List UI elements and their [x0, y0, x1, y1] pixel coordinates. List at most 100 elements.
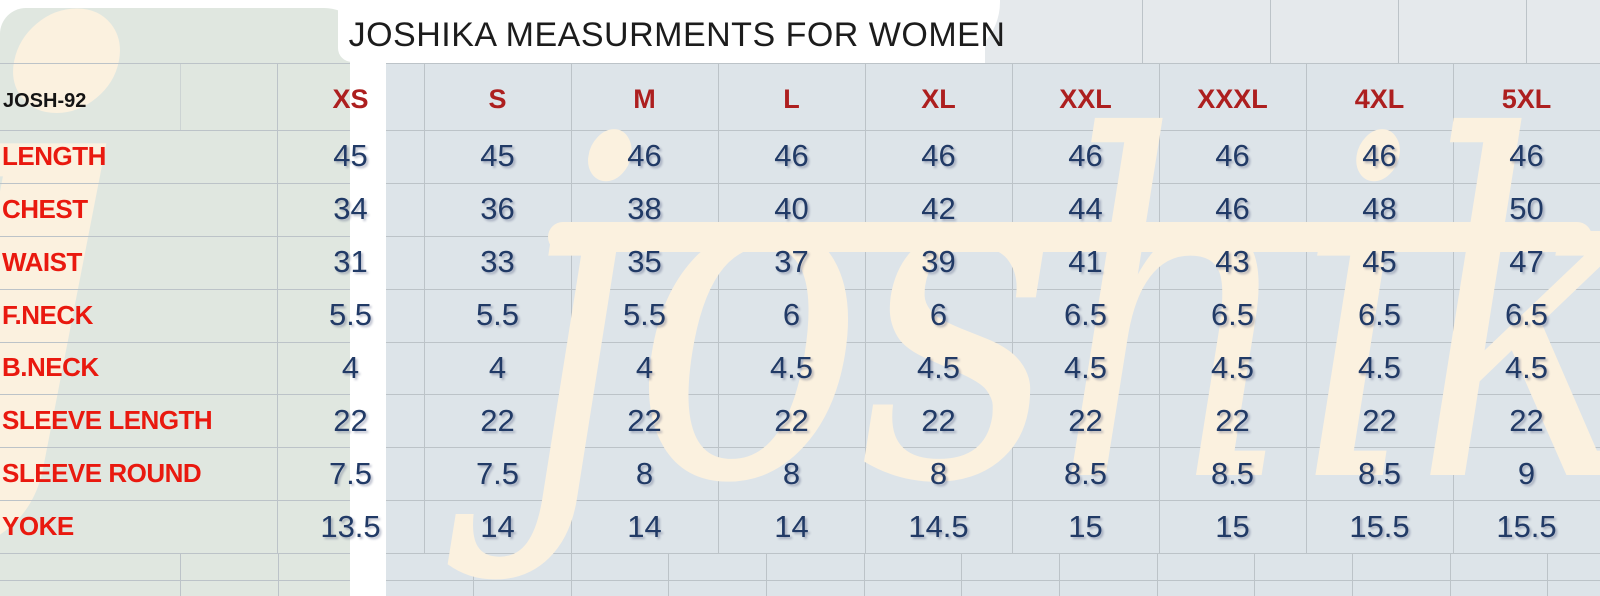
grid-vline	[1012, 63, 1013, 553]
value-cell: 46	[1509, 138, 1544, 174]
grid-vline	[864, 553, 865, 596]
grid-vline	[1453, 63, 1454, 553]
value-cell: 8	[929, 455, 948, 491]
value-cell: 4.5	[916, 349, 961, 385]
grid-vline	[180, 63, 181, 130]
value-cell: 14	[480, 508, 515, 544]
value-cell: 47	[1509, 244, 1544, 280]
grid-hline	[0, 342, 1600, 343]
grid-vline	[1352, 553, 1353, 596]
grid-vline	[1526, 0, 1527, 63]
title-white-blob	[338, 0, 1000, 62]
value-cell: 35	[627, 244, 662, 280]
grid-vline	[718, 63, 719, 553]
value-cell: 45	[1362, 244, 1397, 280]
grid-vline	[277, 63, 278, 553]
size-header-xl: XL	[921, 84, 956, 114]
value-cell: 15.5	[1349, 508, 1410, 544]
grid-hline	[0, 447, 1600, 448]
grid-vline	[571, 553, 572, 596]
grid-vline	[1254, 553, 1255, 596]
size-header-xs: XS	[332, 84, 369, 114]
value-cell: 6	[929, 297, 948, 333]
size-header-l: L	[783, 84, 800, 114]
grid-vline	[1157, 553, 1158, 596]
value-cell: 46	[921, 138, 956, 174]
value-cell: 46	[1362, 138, 1397, 174]
value-cell: 34	[333, 191, 368, 227]
grid-vline	[766, 553, 767, 596]
row-label-waist: WAIST	[2, 246, 82, 277]
row-label-length: LENGTH	[2, 140, 106, 171]
value-cell: 33	[480, 244, 515, 280]
grid-vline	[865, 63, 866, 553]
value-cell: 6	[782, 297, 801, 333]
product-code: JOSH-92	[3, 89, 87, 112]
value-cell: 9	[1517, 455, 1536, 491]
value-cell: 6.5	[1210, 297, 1255, 333]
grid-vline	[1142, 0, 1143, 63]
value-cell: 43	[1215, 244, 1250, 280]
value-cell: 8	[635, 455, 654, 491]
value-cell: 4	[341, 349, 360, 385]
value-cell: 46	[1068, 138, 1103, 174]
value-cell: 22	[774, 402, 809, 438]
grid-vline	[1059, 553, 1060, 596]
grid-hline	[0, 580, 1600, 581]
grid-hline	[0, 63, 1600, 64]
watermark-script-text: joshika	[518, 39, 1600, 586]
white-vertical-stripe	[350, 60, 386, 596]
value-cell: 46	[1215, 191, 1250, 227]
size-header-xxl: XXL	[1059, 84, 1112, 114]
value-cell: 4	[635, 349, 654, 385]
grid-vline	[278, 553, 279, 596]
value-cell: 15.5	[1496, 508, 1557, 544]
value-cell: 14	[774, 508, 809, 544]
row-label-yoke: YOKE	[2, 511, 74, 542]
value-cell: 13.5	[320, 508, 381, 544]
value-cell: 14.5	[908, 508, 969, 544]
value-cell: 50	[1509, 191, 1544, 227]
size-header-4xl: 4XL	[1354, 84, 1405, 114]
table-blue-panel	[370, 63, 1600, 596]
value-cell: 40	[774, 191, 809, 227]
grid-vline	[180, 553, 181, 596]
value-cell: 8.5	[1210, 455, 1255, 491]
grid-vline	[424, 63, 425, 553]
chart-title: JOSHIKA MEASURMENTS FOR WOMEN	[348, 16, 1006, 54]
value-cell: 39	[921, 244, 956, 280]
value-cell: 6.5	[1357, 297, 1402, 333]
size-header-m: M	[633, 84, 656, 114]
value-cell: 5.5	[622, 297, 667, 333]
value-cell: 48	[1362, 191, 1397, 227]
grid-hline	[0, 394, 1600, 395]
grid-vline	[1270, 0, 1271, 63]
value-cell: 36	[480, 191, 515, 227]
value-cell: 7.5	[475, 455, 520, 491]
value-cell: 8.5	[1063, 455, 1108, 491]
value-cell: 8.5	[1357, 455, 1402, 491]
value-cell: 44	[1068, 191, 1103, 227]
value-cell: 8	[782, 455, 801, 491]
grid-vline	[1159, 63, 1160, 553]
value-cell: 46	[1215, 138, 1250, 174]
row-label-f-neck: F.NECK	[2, 299, 93, 330]
value-cell: 22	[333, 402, 368, 438]
row-label-sleeve-length: SLEEVE LENGTH	[2, 405, 213, 436]
row-label-b-neck: B.NECK	[2, 352, 99, 383]
value-cell: 42	[921, 191, 956, 227]
value-cell: 5.5	[475, 297, 520, 333]
grid-vline	[1450, 553, 1451, 596]
value-cell: 22	[1068, 402, 1103, 438]
row-label-sleeve-round: SLEEVE ROUND	[2, 458, 202, 489]
value-cell: 4.5	[769, 349, 814, 385]
value-cell: 22	[1215, 402, 1250, 438]
value-cell: 4	[488, 349, 507, 385]
value-cell: 31	[333, 244, 368, 280]
value-cell: 15	[1068, 508, 1103, 544]
grid-hline	[0, 183, 1600, 184]
grid-vline	[1306, 63, 1307, 553]
value-cell: 41	[1068, 244, 1103, 280]
value-cell: 22	[1362, 402, 1397, 438]
value-cell: 22	[921, 402, 956, 438]
